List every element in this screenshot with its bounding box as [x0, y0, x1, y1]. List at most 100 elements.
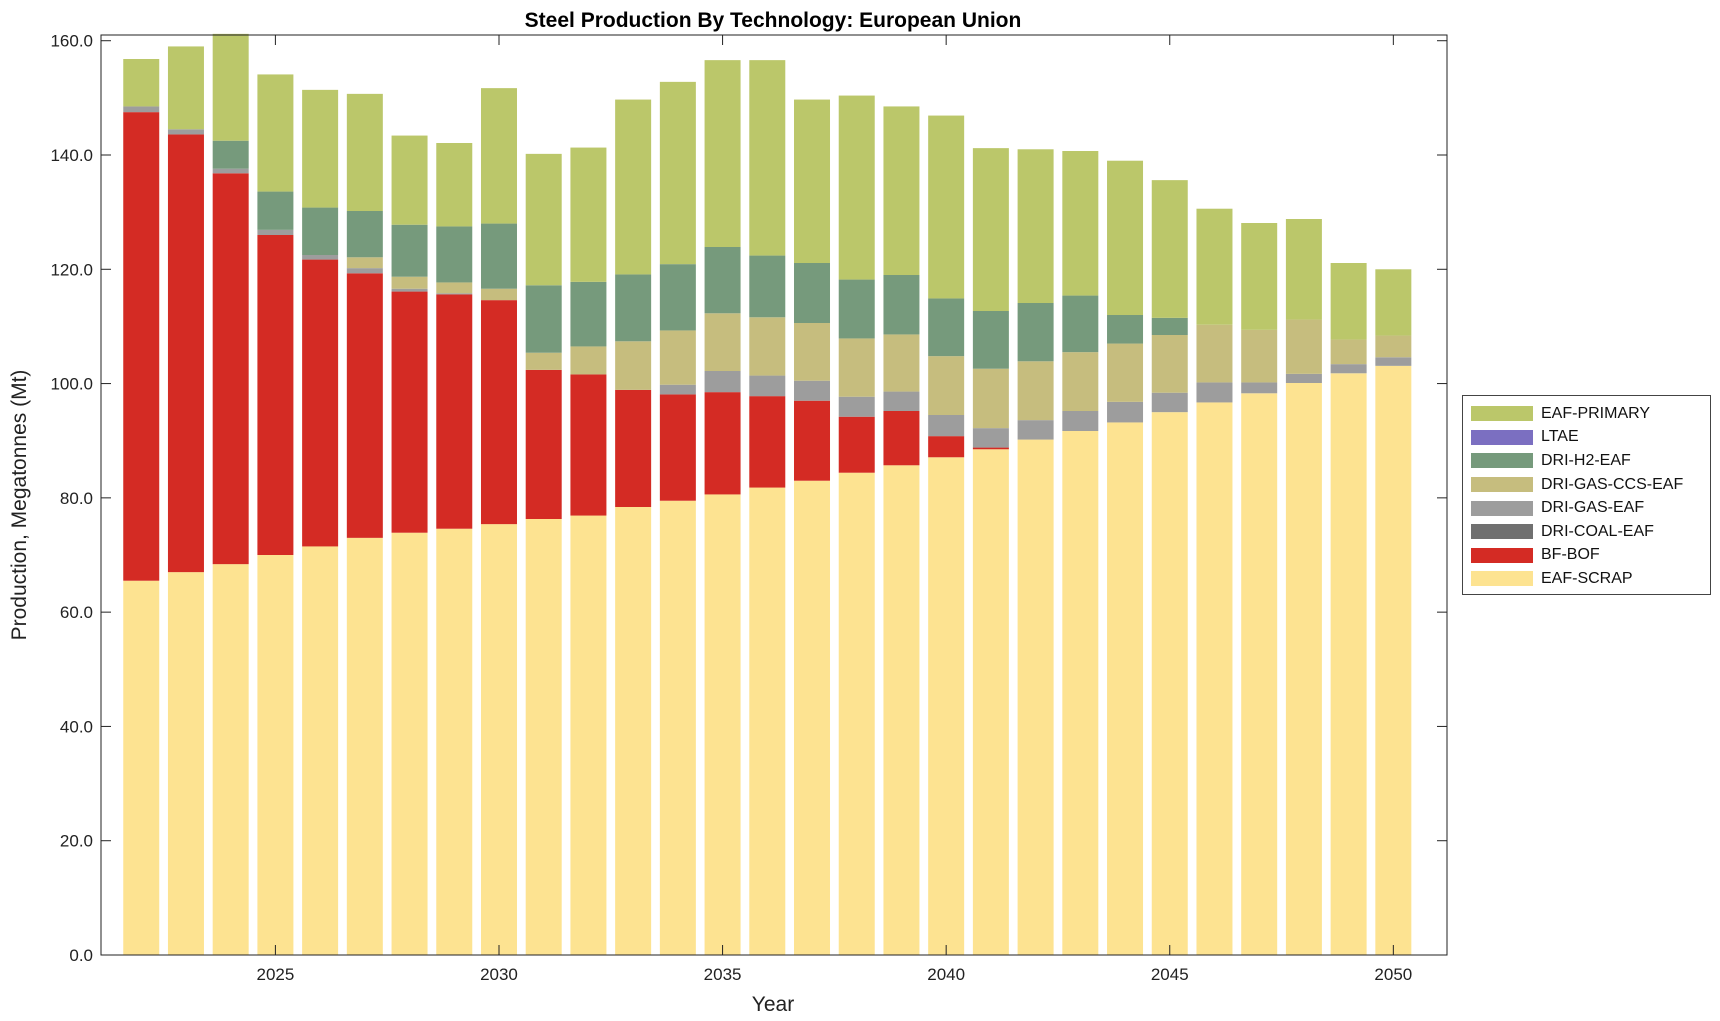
bar-bf-bof-2038	[838, 416, 875, 473]
bar-dri-gas-eaf-2039	[883, 391, 920, 411]
bar-dri-gas-ccs-eaf-2040	[928, 356, 965, 415]
bar-eaf-primary-2022	[123, 59, 160, 107]
bar-dri-gas-eaf-2044	[1107, 401, 1144, 423]
legend-item-dri-gas-eaf: DRI-GAS-EAF	[1471, 496, 1702, 520]
bar-dri-gas-ccs-eaf-2039	[883, 334, 920, 392]
bar-dri-h2-eaf-2043	[1062, 295, 1099, 353]
bar-dri-h2-eaf-2032	[570, 281, 607, 347]
legend-item-ltae: LTAE	[1471, 426, 1702, 450]
bar-dri-gas-eaf-2025	[257, 229, 294, 235]
legend-item-eaf-scrap: EAF-SCRAP	[1471, 567, 1702, 591]
bar-eaf-primary-2040	[928, 115, 965, 299]
x-tick-label: 2035	[704, 965, 742, 984]
bar-eaf-primary-2046	[1196, 208, 1233, 325]
bar-eaf-primary-2036	[749, 60, 786, 256]
bar-eaf-primary-2024	[212, 33, 249, 141]
bar-eaf-primary-2045	[1151, 180, 1188, 318]
bar-dri-gas-ccs-eaf-2028	[391, 276, 428, 289]
bar-dri-gas-eaf-2036	[749, 375, 786, 397]
x-tick-label: 2025	[256, 965, 294, 984]
bar-eaf-primary-2031	[525, 153, 562, 286]
bar-bf-bof-2023	[167, 134, 204, 573]
bar-eaf-primary-2023	[167, 46, 204, 130]
bar-dri-h2-eaf-2025	[257, 191, 294, 230]
bar-dri-gas-ccs-eaf-2045	[1151, 335, 1188, 393]
bar-eaf-scrap-2041	[972, 449, 1009, 955]
y-axis-label: Production, Megatonnes (Mt)	[8, 370, 31, 641]
bar-dri-gas-ccs-eaf-2031	[525, 352, 562, 370]
bar-bf-bof-2034	[659, 394, 696, 501]
bar-bf-bof-2031	[525, 369, 562, 519]
bar-eaf-scrap-2037	[794, 480, 831, 955]
legend-label: DRI-GAS-CCS-EAF	[1541, 475, 1684, 493]
bar-dri-h2-eaf-2026	[302, 207, 339, 255]
bar-dri-gas-ccs-eaf-2047	[1241, 329, 1278, 383]
bar-dri-gas-ccs-eaf-2038	[838, 338, 875, 397]
bar-eaf-scrap-2033	[615, 507, 652, 955]
legend-swatch	[1471, 477, 1533, 493]
y-tick-label: 100.0	[50, 375, 93, 394]
bar-bf-bof-2039	[883, 411, 920, 466]
bar-eaf-scrap-2026	[302, 546, 339, 955]
bar-dri-h2-eaf-2037	[794, 263, 831, 323]
legend-swatch	[1471, 571, 1533, 587]
legend-label: DRI-H2-EAF	[1541, 451, 1631, 469]
bar-bf-bof-2041	[972, 447, 1009, 450]
bar-eaf-scrap-2022	[123, 580, 160, 955]
bar-dri-gas-eaf-2045	[1151, 392, 1188, 413]
bar-eaf-primary-2026	[302, 89, 339, 208]
bar-dri-h2-eaf-2034	[659, 264, 696, 331]
bar-dri-h2-eaf-2042	[1017, 303, 1054, 362]
bar-dri-gas-eaf-2042	[1017, 420, 1054, 440]
bar-dri-gas-eaf-2037	[794, 380, 831, 401]
bar-eaf-scrap-2046	[1196, 402, 1233, 955]
x-tick-label: 2030	[480, 965, 518, 984]
bar-eaf-primary-2039	[883, 106, 920, 276]
bar-dri-gas-ccs-eaf-2033	[615, 341, 652, 390]
bar-dri-gas-eaf-2049	[1330, 364, 1367, 374]
legend-swatch	[1471, 453, 1533, 469]
bar-bf-bof-2022	[123, 112, 160, 581]
legend-item-bf-bof: BF-BOF	[1471, 544, 1702, 568]
bar-dri-h2-eaf-2040	[928, 298, 965, 357]
bar-eaf-primary-2050	[1375, 269, 1412, 336]
bar-eaf-scrap-2029	[436, 528, 473, 955]
bar-eaf-scrap-2050	[1375, 365, 1412, 955]
plot-frame	[100, 34, 1448, 956]
bar-bf-bof-2027	[346, 273, 383, 538]
legend-swatch	[1471, 524, 1533, 540]
bar-bf-bof-2035	[704, 392, 741, 495]
bar-dri-gas-ccs-eaf-2049	[1330, 339, 1367, 365]
bar-bf-bof-2033	[615, 389, 652, 507]
bar-dri-h2-eaf-2029	[436, 226, 473, 283]
bar-dri-gas-eaf-2023	[167, 129, 204, 135]
bar-dri-gas-eaf-2035	[704, 371, 741, 393]
bar-dri-gas-ccs-eaf-2035	[704, 313, 741, 371]
bar-dri-gas-eaf-2029	[436, 293, 473, 295]
y-tick-label: 60.0	[60, 603, 93, 622]
bar-eaf-scrap-2045	[1151, 412, 1188, 955]
legend: EAF-PRIMARY LTAE DRI-H2-EAF DRI-GAS-CCS-EAF…	[1462, 395, 1711, 595]
bar-dri-gas-eaf-2043	[1062, 411, 1099, 431]
y-tick-label: 20.0	[60, 832, 93, 851]
bar-eaf-scrap-2044	[1107, 422, 1144, 955]
x-tick-label: 2040	[927, 965, 965, 984]
bar-eaf-primary-2030	[480, 88, 517, 224]
bar-dri-h2-eaf-2036	[749, 255, 786, 318]
bar-bf-bof-2030	[480, 300, 517, 525]
bar-eaf-primary-2032	[570, 147, 607, 282]
bar-dri-h2-eaf-2024	[212, 140, 249, 169]
legend-item-dri-h2-eaf: DRI-H2-EAF	[1471, 449, 1702, 473]
legend-label: DRI-COAL-EAF	[1541, 522, 1654, 540]
y-tick-label: 140.0	[50, 146, 93, 165]
x-tick-label: 2045	[1151, 965, 1189, 984]
bar-eaf-scrap-2030	[480, 524, 517, 955]
bar-eaf-primary-2047	[1241, 223, 1278, 330]
bar-eaf-primary-2025	[257, 74, 294, 192]
bar-dri-h2-eaf-2030	[480, 223, 517, 289]
legend-label: EAF-PRIMARY	[1541, 404, 1651, 422]
bar-bf-bof-2028	[391, 291, 428, 533]
bar-dri-gas-ccs-eaf-2044	[1107, 343, 1144, 402]
bar-eaf-scrap-2031	[525, 519, 562, 955]
bar-eaf-scrap-2038	[838, 472, 875, 955]
